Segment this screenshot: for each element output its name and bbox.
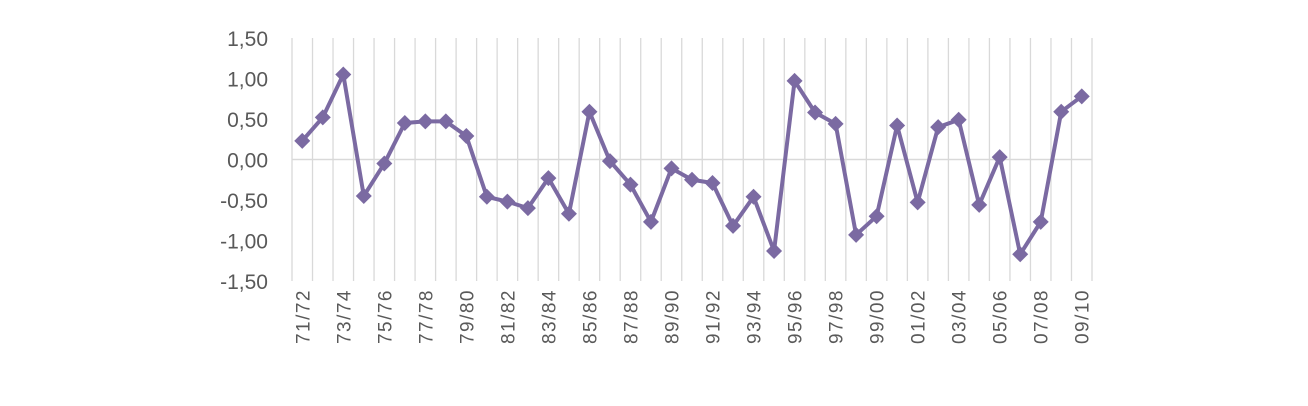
data-point-marker <box>663 160 680 177</box>
x-tick-label: 01/02 <box>909 289 930 344</box>
data-point-marker <box>396 115 413 132</box>
data-point-marker <box>1032 213 1049 230</box>
y-tick-label: -1,50 <box>220 271 268 294</box>
y-tick-labels: 1,50 1,00 0,50 0,00 -0,50 -1,00 -1,50 <box>220 28 268 294</box>
x-tick-label: 77/78 <box>416 289 437 344</box>
x-tick-label: 03/04 <box>950 289 971 344</box>
y-tick-label: 0,00 <box>227 150 268 173</box>
x-tick-label: 93/94 <box>745 289 766 344</box>
data-point-marker <box>745 188 762 205</box>
data-point-marker <box>417 113 434 130</box>
data-point-marker <box>889 117 906 134</box>
x-tick-label: 73/74 <box>334 289 355 344</box>
data-point-marker <box>376 155 393 172</box>
data-point-marker <box>766 243 783 260</box>
x-tick-label: 09/10 <box>1073 289 1094 344</box>
y-tick-label: 1,50 <box>227 28 268 51</box>
data-point-marker <box>848 226 865 243</box>
x-tick-label: 81/82 <box>498 289 519 344</box>
data-point-marker <box>560 205 577 222</box>
x-tick-label: 75/76 <box>375 289 396 344</box>
x-tick-label: 87/88 <box>621 289 642 344</box>
data-point-marker <box>684 171 700 188</box>
series-line <box>300 72 1083 257</box>
x-tick-label: 95/96 <box>786 289 807 344</box>
x-tick-label: 91/92 <box>704 289 725 344</box>
data-point-marker <box>601 153 618 170</box>
x-tick-label: 83/84 <box>539 289 560 344</box>
data-point-marker <box>1053 103 1070 120</box>
x-tick-label: 05/06 <box>991 289 1012 344</box>
data-point-marker <box>704 174 721 191</box>
data-point-marker <box>335 66 352 83</box>
x-tick-label: 07/08 <box>1032 289 1053 344</box>
data-point-marker <box>827 115 844 132</box>
data-series <box>294 66 1090 263</box>
data-point-marker <box>519 200 536 217</box>
data-point-marker <box>437 113 454 130</box>
y-tick-label: 0,50 <box>227 109 268 132</box>
data-point-marker <box>355 187 372 204</box>
data-point-marker <box>930 119 947 136</box>
x-tick-label: 85/86 <box>580 289 601 344</box>
x-tick-labels: 71/72 73/74 75/76 77/78 79/80 81/82 83/84 85/86… <box>293 289 1093 344</box>
data-point-marker <box>971 196 988 213</box>
x-tick-label: 97/98 <box>827 289 848 344</box>
data-point-marker <box>499 193 516 210</box>
data-point-marker <box>314 109 331 126</box>
data-point-marker <box>786 72 803 89</box>
data-point-marker <box>991 149 1008 166</box>
x-tick-label: 99/00 <box>868 289 889 344</box>
data-point-marker <box>725 217 742 234</box>
data-point-marker <box>540 170 557 187</box>
data-point-marker <box>294 132 311 149</box>
y-tick-label: -1,00 <box>220 231 268 254</box>
x-tick-label: 71/72 <box>293 289 314 344</box>
data-point-marker <box>642 213 659 230</box>
data-point-marker <box>478 188 495 205</box>
data-point-marker <box>807 104 824 121</box>
x-tick-label: 79/80 <box>457 289 478 344</box>
y-tick-label: -0,50 <box>220 190 268 213</box>
y-tick-label: 1,00 <box>227 69 268 92</box>
data-point-marker <box>1073 88 1090 105</box>
data-point-marker <box>581 103 598 120</box>
data-point-marker <box>458 128 475 145</box>
data-point-marker <box>950 111 967 128</box>
data-point-marker <box>909 194 926 211</box>
data-point-marker <box>1012 246 1029 263</box>
x-tick-label: 89/90 <box>662 289 683 344</box>
data-point-marker <box>622 176 639 193</box>
data-point-marker <box>868 208 885 225</box>
